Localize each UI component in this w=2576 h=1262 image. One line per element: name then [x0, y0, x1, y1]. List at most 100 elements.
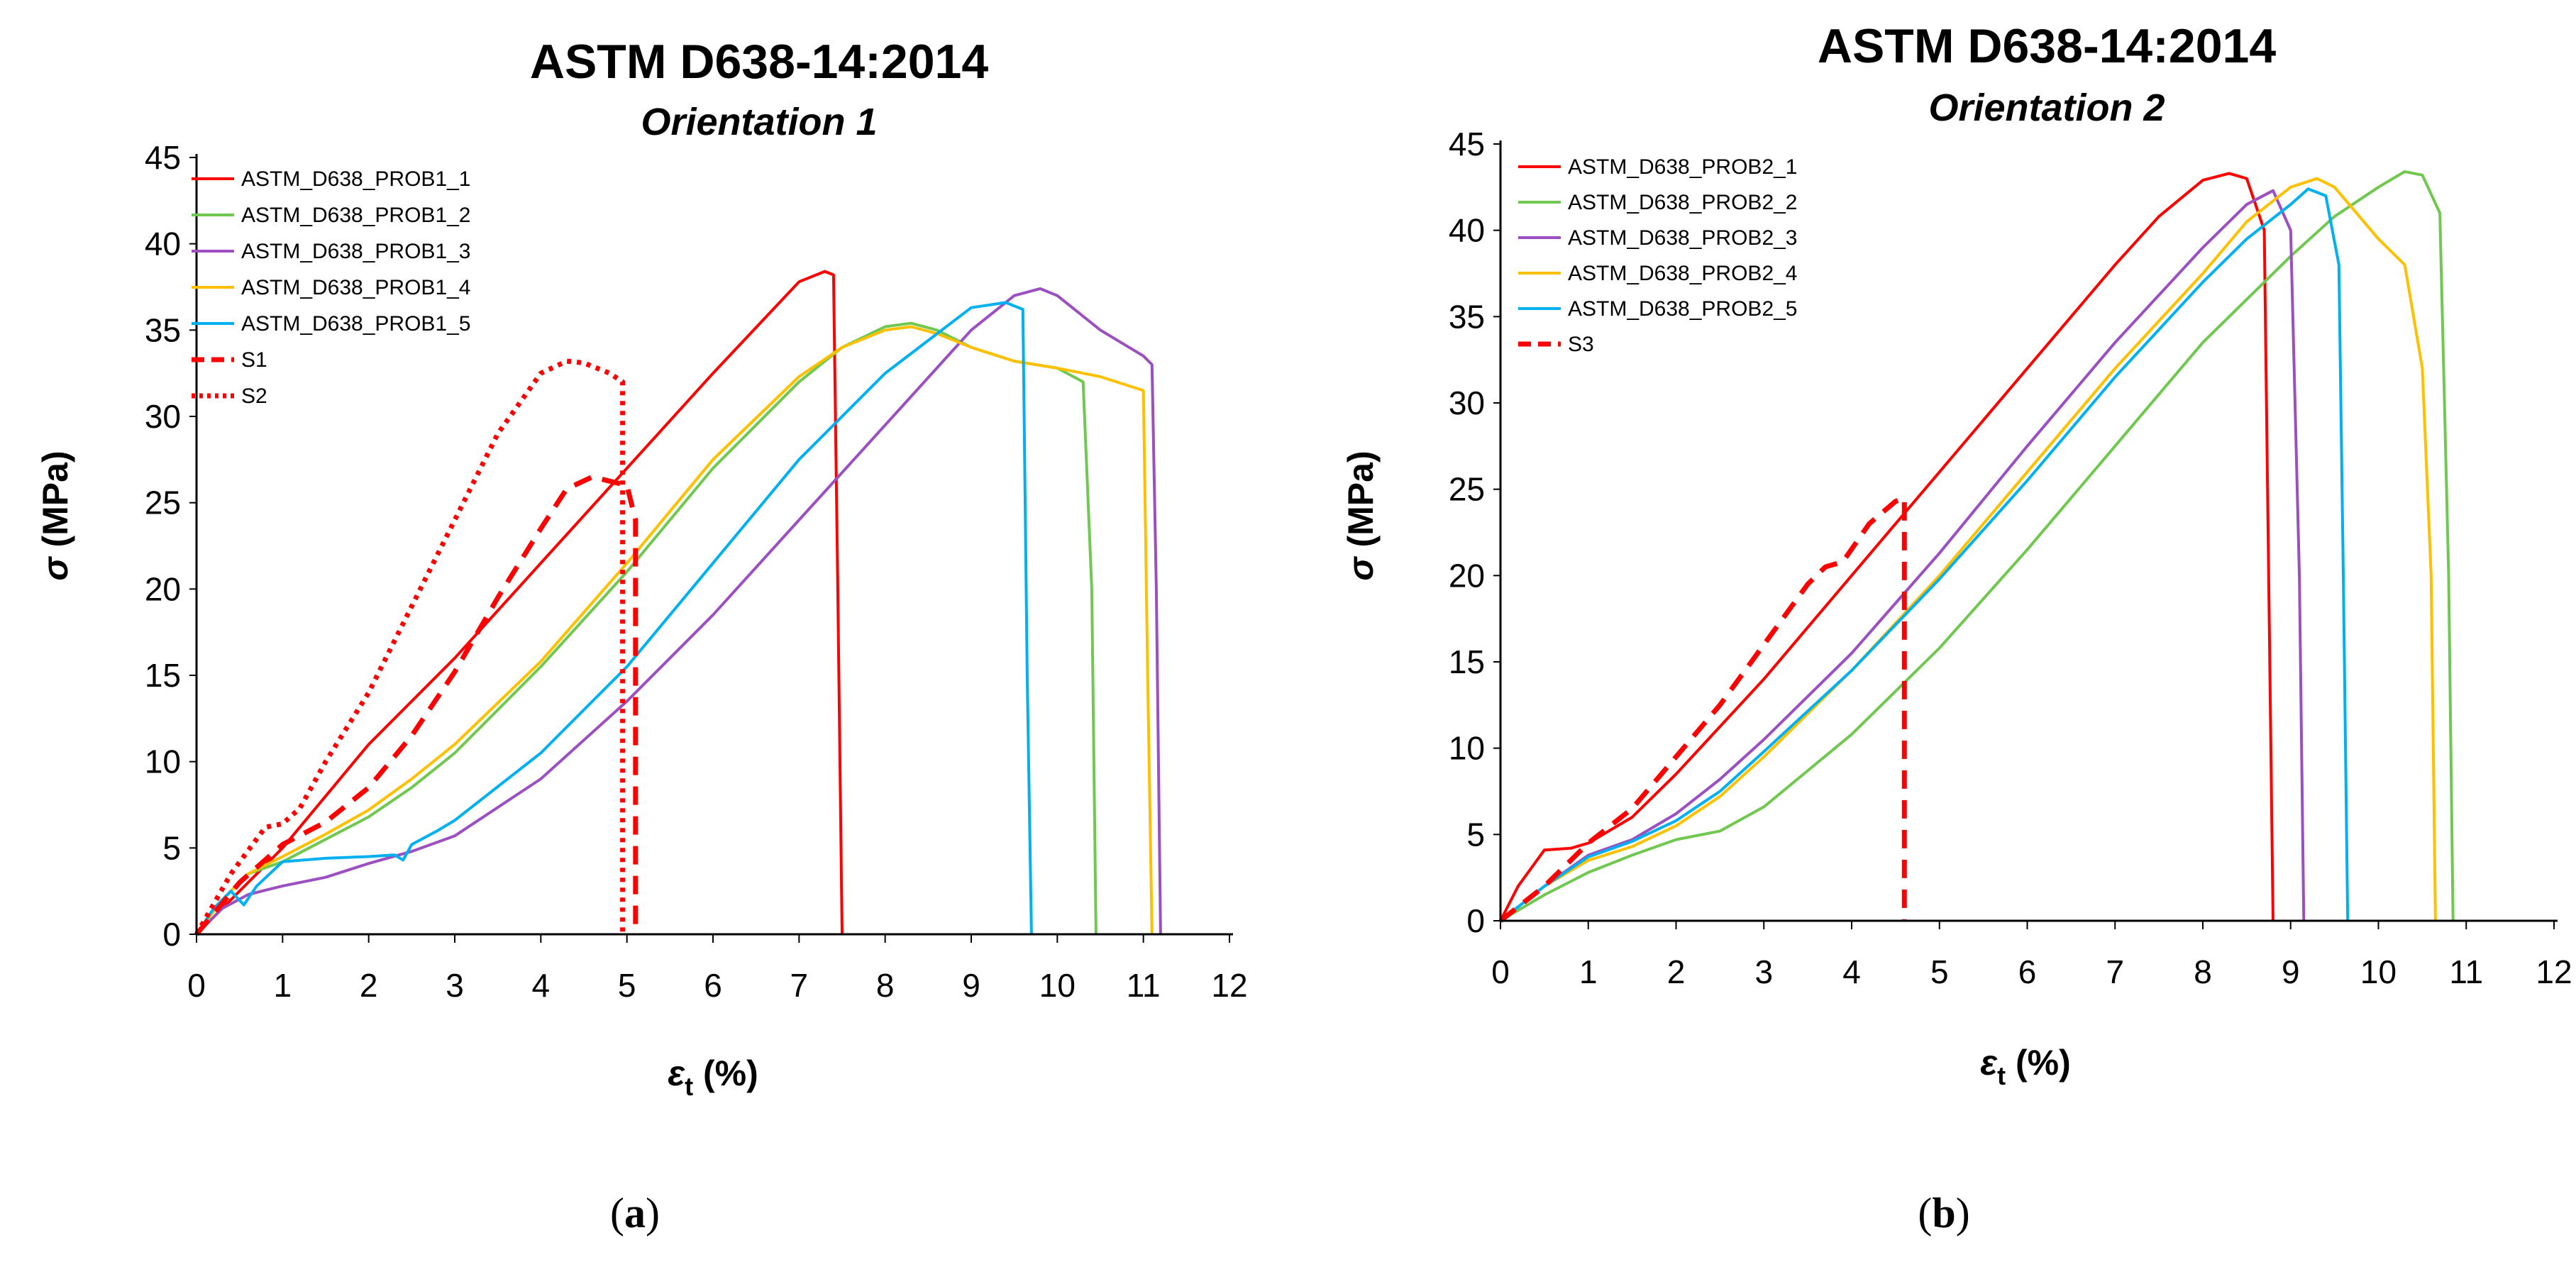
series-line-astm-d638-prob1-3: [195, 287, 1162, 936]
series-line-astm-d638-prob2-5: [1499, 187, 2350, 922]
panel-label-b: (b): [1918, 1190, 1969, 1236]
y-axis-label: σ (MPa): [35, 450, 75, 580]
chart-orientation-1: ASTM D638-14:2014 Orientation 1 05101520…: [35, 35, 1248, 1101]
x-tick-label: 5: [1930, 953, 1949, 990]
y-tick-label: 35: [1449, 298, 1485, 335]
x-tick-label: 9: [2282, 953, 2300, 990]
y-tick-label: 10: [145, 743, 181, 780]
x-tick-label: 0: [187, 967, 206, 1004]
x-tick-label: 4: [1842, 953, 1861, 990]
series-line-astm-d638-prob2-2: [1499, 170, 2455, 922]
y-tick-label: 0: [162, 916, 181, 953]
legend-entry: ASTM_D638_PROB2_4: [1568, 262, 1798, 285]
chart-orientation-2: ASTM D638-14:2014 Orientation 2 05101520…: [1341, 19, 2572, 1090]
x-tick-labels: 0 1 2 3 4 5 6 7 8 9 10 11 12: [187, 934, 1248, 1004]
y-tick-label: 25: [1449, 471, 1485, 508]
data-series: [1498, 170, 2455, 923]
y-axis-unit: (MPa): [1341, 450, 1381, 547]
x-tick-label: 12: [1211, 967, 1247, 1004]
x-tick-label: 2: [360, 967, 378, 1004]
y-tick-labels: 0 5 10 15 20 25 30 35 40 45: [1449, 126, 1500, 939]
series-line-astm-d638-prob1-1: [195, 270, 844, 936]
panel-label-a: (a): [610, 1190, 660, 1236]
x-tick-label: 5: [618, 967, 636, 1004]
x-tick-label: 11: [1127, 967, 1161, 1004]
legend-entry: S2: [241, 384, 267, 408]
x-tick-label: 0: [1491, 953, 1510, 990]
legend-entry: S3: [1568, 333, 1594, 356]
series-line-s2: [194, 358, 626, 936]
x-tick-label: 6: [704, 967, 722, 1004]
x-axis-unit: (%): [703, 1053, 758, 1093]
x-axis-unit: (%): [2016, 1043, 2071, 1083]
panel-label-open: (: [1918, 1190, 1932, 1236]
y-tick-label: 45: [145, 139, 181, 176]
x-axis-separator: [693, 1053, 703, 1093]
x-tick-labels: 0 1 2 3 4 5 6 7 8 9 10 11 12: [1491, 921, 2572, 990]
legend-entry: ASTM_D638_PROB1_4: [241, 276, 471, 299]
legend-entry: ASTM_D638_PROB2_3: [1568, 226, 1798, 250]
x-tick-label: 1: [1579, 953, 1598, 990]
y-tick-label: 45: [1449, 126, 1485, 162]
x-tick-label: 12: [2536, 953, 2572, 990]
y-axis-label: σ (MPa): [1341, 450, 1381, 580]
legend-entry: ASTM_D638_PROB1_1: [241, 167, 471, 191]
x-tick-label: 10: [1039, 967, 1076, 1004]
x-axis-symbol: ε: [1980, 1043, 1998, 1083]
series-line-astm-d638-prob1-2: [195, 321, 1098, 936]
legend-entry: ASTM_D638_PROB2_1: [1568, 155, 1798, 179]
x-tick-label: 3: [446, 967, 464, 1004]
y-tick-label: 20: [1449, 557, 1485, 594]
legend-entry: S1: [241, 348, 267, 372]
x-tick-label: 3: [1754, 953, 1773, 990]
legend-entry: ASTM_D638_PROB1_2: [241, 204, 471, 227]
y-axis-symbol: σ: [35, 556, 75, 581]
x-axis-symbol: ε: [668, 1053, 685, 1093]
panel-label-letter: a: [624, 1190, 646, 1236]
series-line-astm-d638-prob2-1: [1499, 172, 2274, 921]
series-line-s1: [194, 474, 639, 936]
legend-entry: ASTM_D638_PROB2_5: [1568, 297, 1798, 321]
chart-title: ASTM D638-14:2014: [1818, 19, 2276, 73]
x-tick-label: 4: [532, 967, 551, 1004]
y-tick-label: 25: [145, 485, 181, 521]
panel-label-close: ): [646, 1190, 660, 1236]
y-tick-label: 15: [1449, 643, 1485, 680]
series-line-astm-d638-prob1-4: [195, 325, 1154, 936]
y-tick-label: 0: [1466, 902, 1485, 939]
x-tick-label: 11: [2449, 953, 2483, 990]
x-tick-label: 7: [790, 967, 809, 1004]
y-tick-label: 30: [1449, 384, 1485, 421]
y-tick-label: 5: [1466, 816, 1485, 853]
y-axis-separator: [1341, 548, 1381, 558]
x-tick-label: 6: [2018, 953, 2037, 990]
chart-subtitle: Orientation 2: [1928, 87, 2165, 129]
legend-entry: ASTM_D638_PROB1_3: [241, 240, 471, 263]
y-tick-label: 30: [145, 398, 181, 435]
y-tick-label: 35: [145, 311, 181, 348]
y-tick-label: 10: [1449, 730, 1485, 767]
panel-label-open: (: [610, 1190, 624, 1236]
y-tick-labels: 0 5 10 15 20 25 30 35 40 45: [145, 139, 197, 953]
x-tick-label: 2: [1667, 953, 1686, 990]
y-tick-label: 40: [1449, 212, 1485, 249]
y-tick-label: 20: [145, 570, 181, 607]
x-axis-separator: [2006, 1043, 2016, 1083]
series-line-astm-d638-prob1-5: [195, 301, 1033, 936]
x-tick-label: 10: [2360, 953, 2397, 990]
panel-label-close: ): [1956, 1190, 1970, 1236]
x-axis-label: εt (%): [1980, 1043, 2071, 1090]
panel-label-letter: b: [1932, 1190, 1955, 1236]
chart-title: ASTM D638-14:2014: [530, 35, 988, 89]
y-axis-unit: (MPa): [35, 450, 75, 547]
legend-entry: ASTM_D638_PROB1_5: [241, 312, 471, 336]
x-axis-label: εt (%): [668, 1053, 758, 1101]
y-tick-label: 5: [162, 829, 181, 866]
x-tick-label: 8: [2194, 953, 2212, 990]
series-line-astm-d638-prob2-3: [1499, 189, 2306, 922]
x-tick-label: 9: [962, 967, 980, 1004]
legend: ASTM_D638_PROB1_1 ASTM_D638_PROB1_2 ASTM_D…: [192, 167, 471, 408]
legend-entry: ASTM_D638_PROB2_2: [1568, 191, 1798, 214]
